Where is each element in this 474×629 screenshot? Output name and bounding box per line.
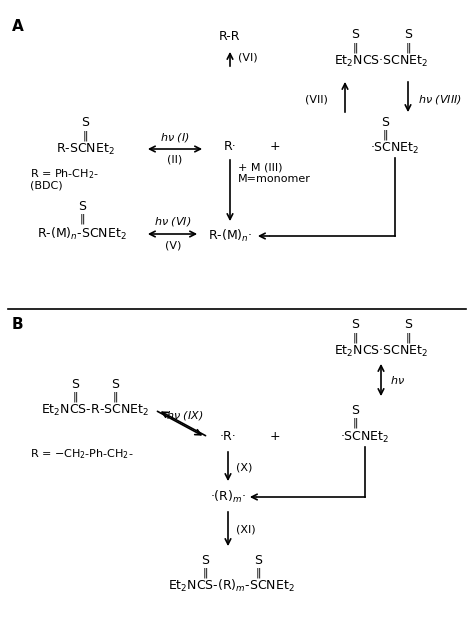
Text: S: S xyxy=(254,555,262,567)
Text: Et$_2$NCS-(R)$_m$-SCNEt$_2$: Et$_2$NCS-(R)$_m$-SCNEt$_2$ xyxy=(168,578,294,594)
Text: ‖: ‖ xyxy=(82,131,88,142)
Text: ‖: ‖ xyxy=(352,43,358,53)
Text: S: S xyxy=(71,377,79,391)
Text: $h\nu$ (IX): $h\nu$ (IX) xyxy=(166,409,204,423)
Text: Et$_2$NCS-R-SCNEt$_2$: Et$_2$NCS-R-SCNEt$_2$ xyxy=(41,403,149,418)
Text: S: S xyxy=(381,116,389,130)
Text: Et$_2$NCS·SCNEt$_2$: Et$_2$NCS·SCNEt$_2$ xyxy=(334,53,428,69)
Text: $h\nu$ (I): $h\nu$ (I) xyxy=(160,130,190,143)
Text: ‖: ‖ xyxy=(352,418,358,428)
Text: S: S xyxy=(351,28,359,42)
Text: ‖: ‖ xyxy=(112,392,118,403)
Text: S: S xyxy=(404,318,412,331)
Text: ‖: ‖ xyxy=(255,568,261,578)
Text: R-R: R-R xyxy=(219,30,241,43)
Text: $h\nu$ (VIII): $h\nu$ (VIII) xyxy=(418,92,462,106)
Text: Et$_2$NCS·SCNEt$_2$: Et$_2$NCS·SCNEt$_2$ xyxy=(334,343,428,359)
Text: ‖: ‖ xyxy=(72,392,78,403)
Text: S: S xyxy=(351,318,359,331)
Text: $h\nu$: $h\nu$ xyxy=(390,374,405,386)
Text: +: + xyxy=(270,430,280,443)
Text: ‖: ‖ xyxy=(382,130,388,140)
Text: + M (III): + M (III) xyxy=(238,162,283,172)
Text: ·SCNEt$_2$: ·SCNEt$_2$ xyxy=(340,430,390,445)
Text: (VII): (VII) xyxy=(305,94,328,104)
Text: ·(R)$_m$·: ·(R)$_m$· xyxy=(210,489,246,505)
Text: (II): (II) xyxy=(167,155,182,165)
Text: $h\nu$ (VI): $h\nu$ (VI) xyxy=(155,216,191,228)
Text: S: S xyxy=(81,116,89,130)
Text: S: S xyxy=(351,404,359,418)
Text: B: B xyxy=(12,317,24,332)
Text: R = −CH$_2$-Ph-CH$_2$-: R = −CH$_2$-Ph-CH$_2$- xyxy=(30,447,134,461)
Text: R-(M)$_n$·: R-(M)$_n$· xyxy=(208,228,252,244)
Text: (X): (X) xyxy=(236,462,252,472)
Text: S: S xyxy=(201,555,209,567)
Text: S: S xyxy=(111,377,119,391)
Text: ‖: ‖ xyxy=(405,43,411,53)
Text: ·R·: ·R· xyxy=(219,430,237,443)
Text: (VI): (VI) xyxy=(238,52,258,62)
Text: ‖: ‖ xyxy=(352,333,358,343)
Text: R·: R· xyxy=(224,140,237,152)
Text: ·SCNEt$_2$: ·SCNEt$_2$ xyxy=(370,140,420,155)
Text: ‖: ‖ xyxy=(405,333,411,343)
Text: ‖: ‖ xyxy=(202,568,208,578)
Text: R = Ph-CH$_2$-: R = Ph-CH$_2$- xyxy=(30,167,99,181)
Text: (XI): (XI) xyxy=(236,524,255,534)
Text: S: S xyxy=(78,201,86,213)
Text: S: S xyxy=(404,28,412,42)
Text: R-SCNEt$_2$: R-SCNEt$_2$ xyxy=(55,142,114,157)
Text: R-(M)$_n$-SCNEt$_2$: R-(M)$_n$-SCNEt$_2$ xyxy=(37,226,127,242)
Text: A: A xyxy=(12,19,24,34)
Text: +: + xyxy=(270,140,280,152)
Text: (BDC): (BDC) xyxy=(30,181,63,191)
Text: (V): (V) xyxy=(165,240,181,250)
Text: M=monomer: M=monomer xyxy=(238,174,311,184)
Text: ‖: ‖ xyxy=(79,214,85,225)
